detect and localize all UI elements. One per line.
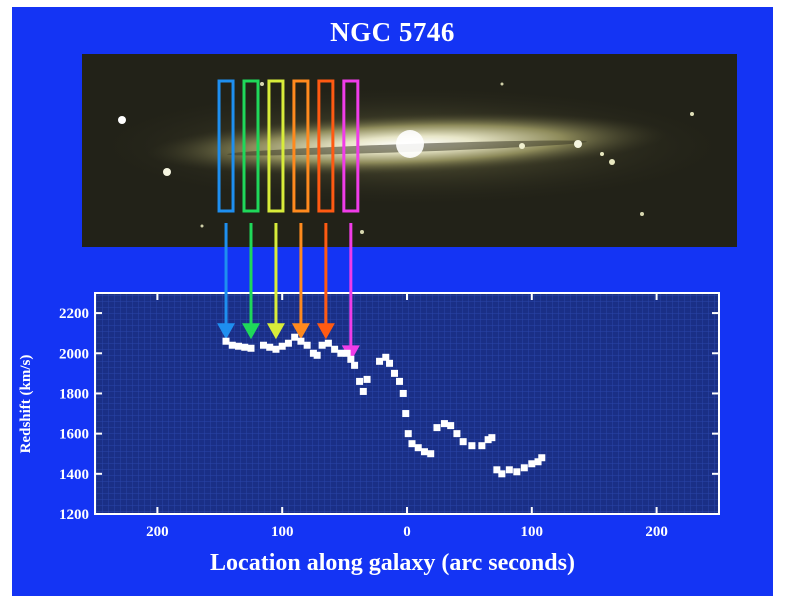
data-point — [343, 349, 351, 357]
data-point — [420, 448, 428, 456]
data-point — [513, 468, 521, 476]
data-point — [382, 353, 390, 361]
slit-boxes — [217, 79, 360, 213]
data-point — [534, 458, 542, 466]
x-axis-label: Location along galaxy (arc seconds) — [210, 550, 575, 576]
slit-arrow-head — [291, 323, 310, 340]
data-point — [399, 389, 407, 397]
data-point — [284, 339, 292, 347]
data-point — [447, 422, 455, 430]
data-point — [351, 361, 359, 369]
data-point — [484, 436, 492, 444]
data-point — [453, 430, 461, 438]
x-tick-label: 100 — [271, 524, 294, 540]
data-point — [291, 333, 299, 341]
data-point — [235, 342, 243, 350]
redshift-plot: 200 100 0 100 200 1200 1400 1600 1800 2000 2200 Re… — [18, 79, 720, 540]
data-point — [241, 343, 249, 351]
data-point — [505, 466, 513, 474]
data-point — [297, 337, 305, 345]
y-tick-label: 1800 — [59, 386, 89, 402]
slit-box — [217, 79, 235, 213]
data-point — [363, 375, 371, 383]
data-point — [498, 470, 506, 478]
y-tick-label: 1400 — [59, 467, 89, 483]
data-point — [386, 359, 394, 367]
slit-box — [242, 79, 260, 213]
data-point — [528, 460, 536, 468]
slit-box — [342, 79, 360, 213]
plot-area — [94, 292, 720, 515]
data-point — [433, 424, 441, 432]
data-point — [414, 444, 422, 452]
data-point — [440, 420, 448, 428]
y-axis-label: Redshift (km/s) — [18, 355, 34, 454]
x-tick-label: 200 — [146, 524, 169, 540]
data-point — [493, 466, 501, 474]
data-point — [266, 343, 274, 351]
y-tick-label: 2000 — [59, 346, 89, 362]
slit-arrow-head — [217, 323, 236, 340]
data-point — [259, 341, 267, 349]
data-point — [331, 345, 339, 353]
data-point — [376, 357, 384, 365]
y-tick-label: 1600 — [59, 427, 89, 443]
x-tick-label: 0 — [403, 524, 411, 540]
data-point — [313, 351, 321, 359]
slit-arrow-head — [242, 323, 260, 340]
data-point — [278, 342, 286, 350]
slit-box — [292, 79, 310, 213]
data-point — [303, 341, 311, 349]
chart-title: NGC 5746 — [330, 17, 455, 47]
data-point — [391, 369, 399, 377]
data-point — [228, 341, 236, 349]
y-tick-label: 2200 — [59, 306, 89, 322]
data-point — [318, 341, 326, 349]
galaxy-image — [82, 54, 737, 247]
data-point — [356, 377, 364, 385]
data-point — [427, 450, 435, 458]
data-point — [337, 349, 345, 357]
slit-arrow-head — [266, 323, 285, 340]
data-point — [396, 377, 404, 385]
axis-ticks: 200 100 0 100 200 1200 1400 1600 1800 2000 2200 — [59, 293, 719, 540]
data-point — [309, 349, 317, 357]
data-point — [488, 434, 496, 442]
slit-arrow-head — [316, 323, 335, 340]
x-tick-label: 100 — [521, 524, 544, 540]
data-point — [459, 438, 467, 446]
data-point — [538, 454, 546, 462]
slit-arrows — [217, 223, 360, 362]
data-point — [404, 430, 412, 438]
y-tick-label: 1200 — [59, 507, 89, 523]
slit-box — [317, 79, 335, 213]
slit-box — [267, 79, 285, 213]
data-point — [247, 344, 255, 352]
data-point — [402, 410, 410, 418]
data-point — [222, 337, 230, 345]
slit-arrow-head — [341, 345, 360, 362]
data-point — [478, 442, 486, 450]
data-point — [324, 339, 332, 347]
data-point — [468, 442, 476, 450]
chart-panel: NGC 5746 — [12, 7, 773, 596]
x-tick-label: 200 — [645, 524, 668, 540]
data-point — [520, 464, 528, 472]
data-point — [359, 387, 367, 395]
data-points — [222, 333, 546, 478]
data-point — [347, 355, 355, 363]
data-point — [272, 345, 280, 353]
data-point — [408, 440, 416, 448]
